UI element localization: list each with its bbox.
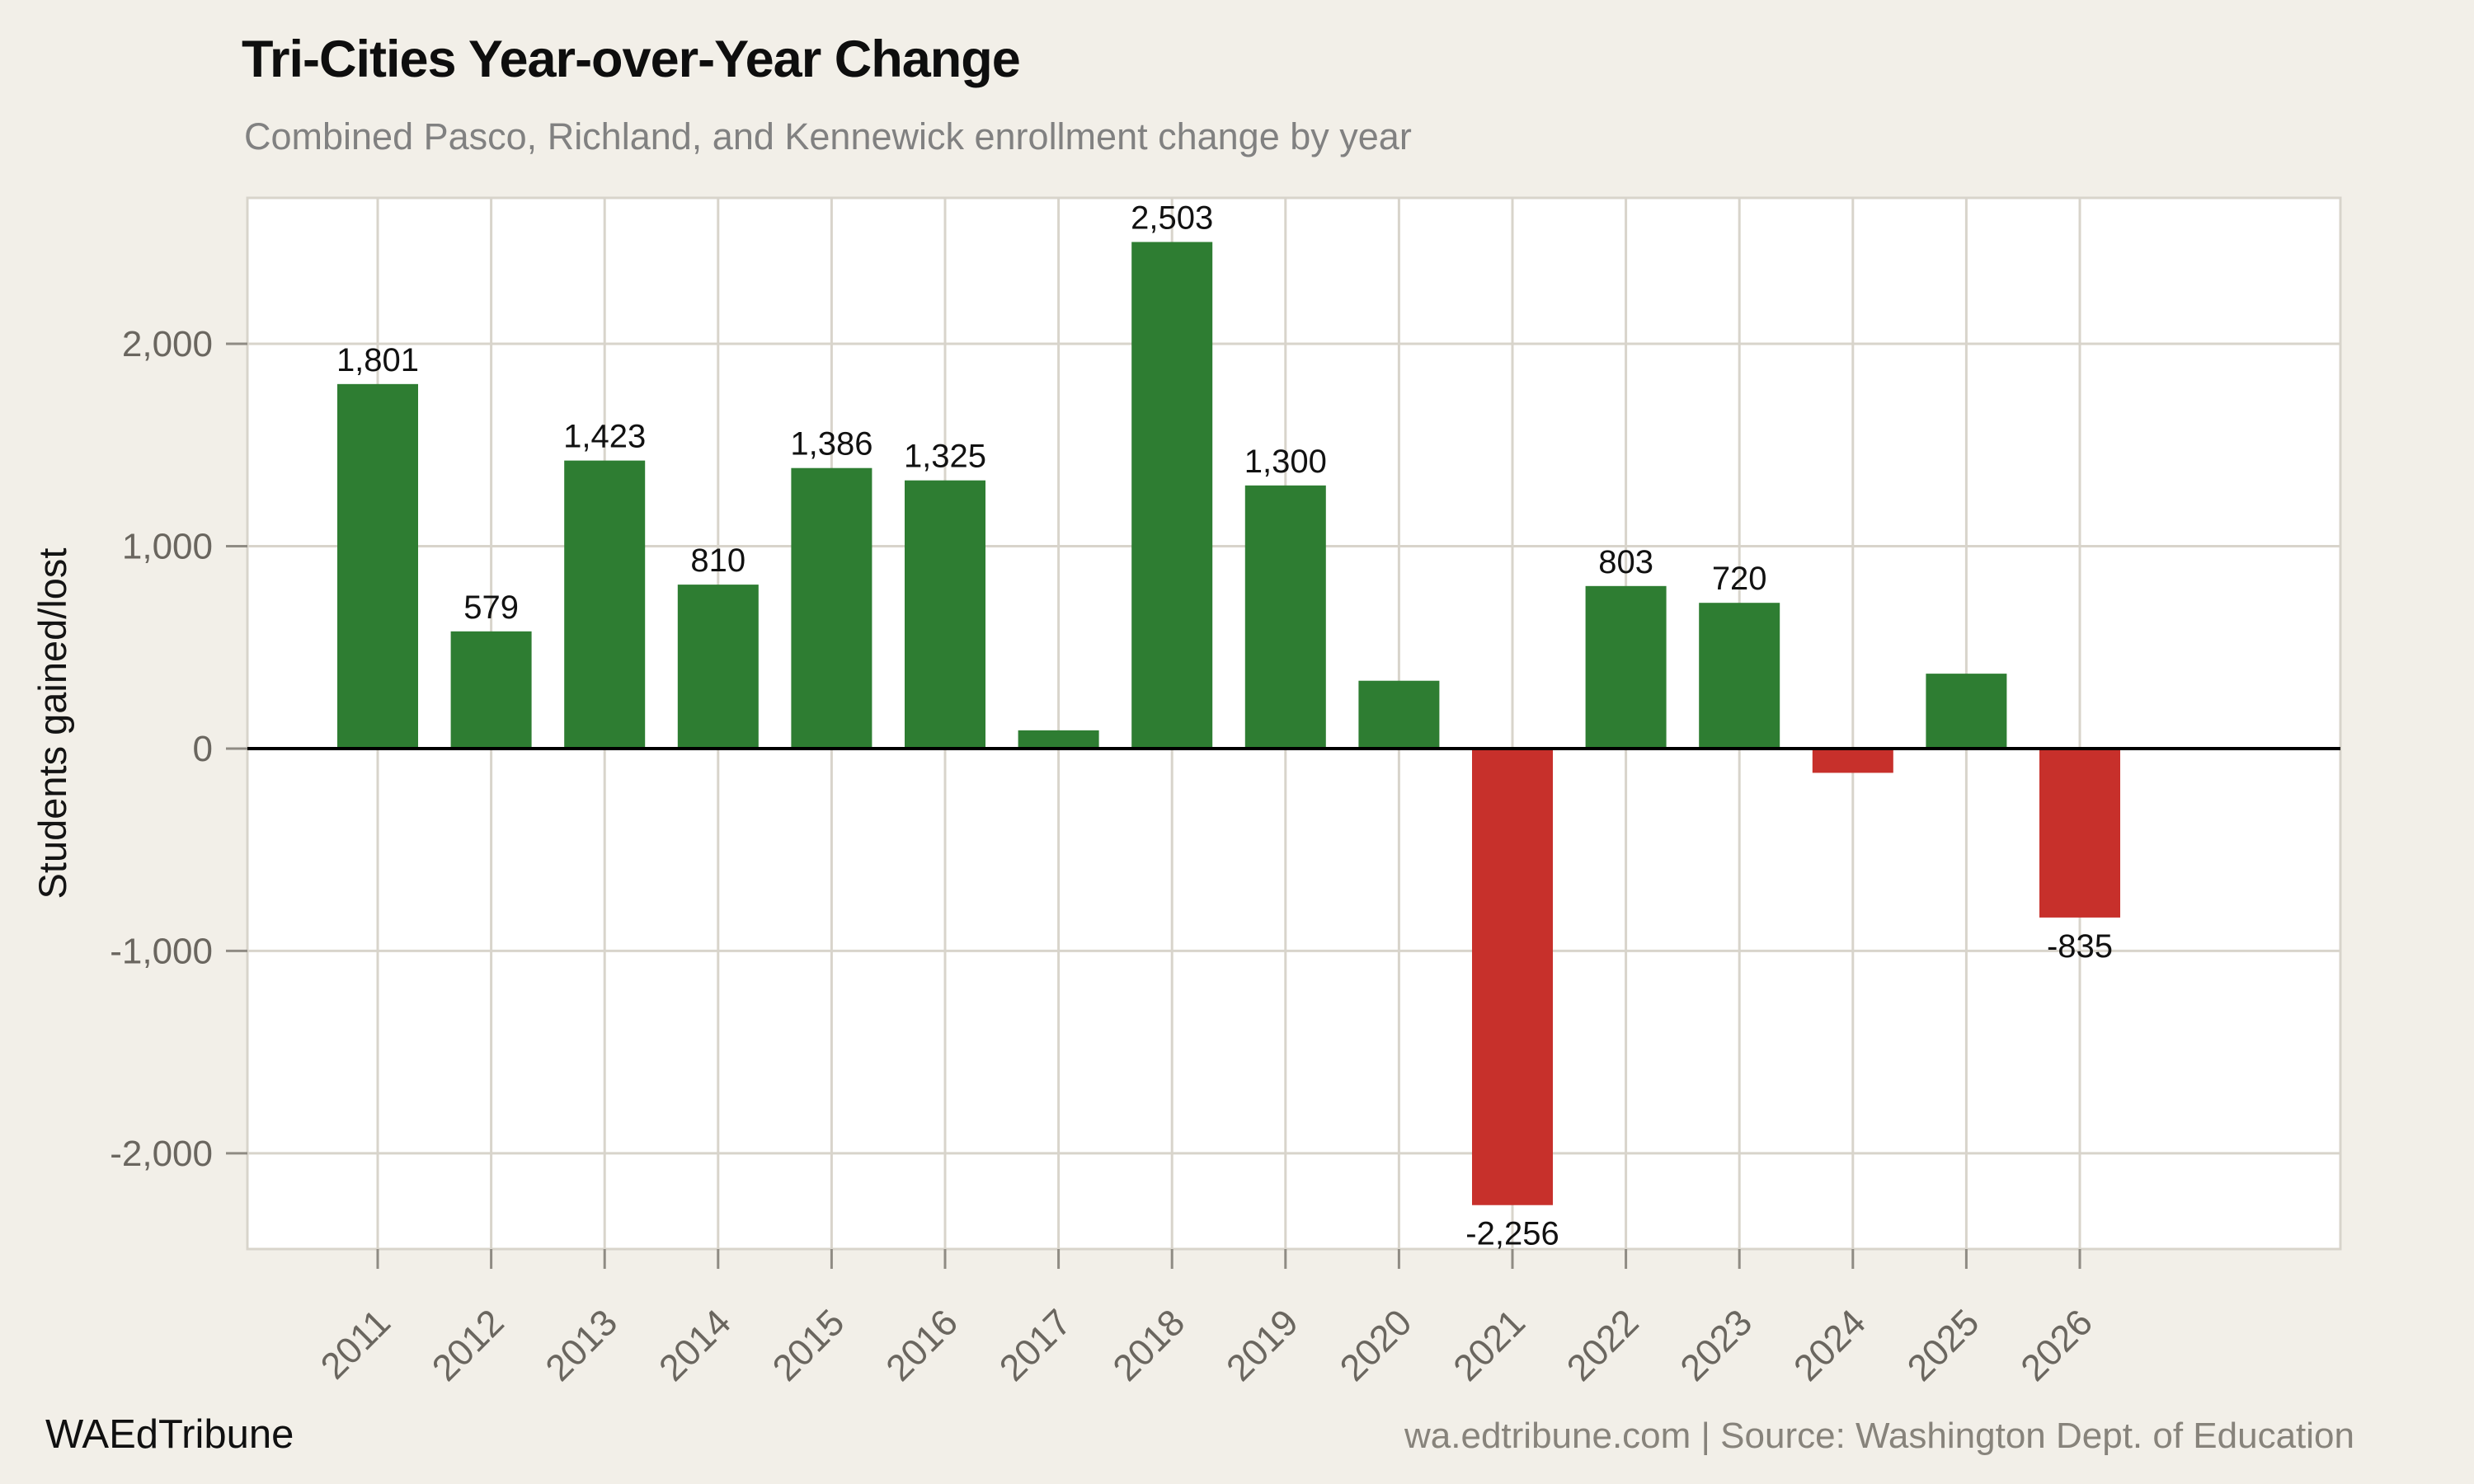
bar-label-2011: 1,801	[336, 342, 419, 378]
bar-2011	[337, 383, 418, 749]
bar-label-2013: 1,423	[563, 419, 646, 455]
bar-2012	[450, 631, 532, 749]
x-tick-label-2013: 2013	[537, 1301, 625, 1389]
bar-label-2019: 1,300	[1244, 444, 1327, 480]
bar-2025	[1926, 674, 2007, 749]
y-tick-label-1000: 1,000	[122, 526, 213, 566]
bar-label-2016: 1,325	[904, 439, 986, 475]
x-tick-label-2020: 2020	[1332, 1301, 1420, 1389]
y-tick-label-0: 0	[193, 729, 213, 769]
source-attribution: wa.edtribune.com | Source: Washington De…	[1404, 1416, 2354, 1456]
x-tick-label-2018: 2018	[1104, 1301, 1192, 1389]
bar-label-2015: 1,386	[790, 426, 872, 463]
bar-2022	[1585, 585, 1667, 749]
bar-2019	[1244, 485, 1326, 749]
x-tick-label-2023: 2023	[1672, 1301, 1760, 1389]
bar-label-2022: 803	[1598, 544, 1653, 580]
x-tick-label-2014: 2014	[651, 1301, 739, 1389]
x-tick-label-2011: 2011	[313, 1301, 398, 1387]
y-tick-label--1000: -1,000	[110, 931, 213, 971]
bar-2018	[1131, 242, 1213, 749]
x-tick-label-2017: 2017	[991, 1301, 1079, 1389]
bar-2016	[905, 480, 985, 749]
x-tick-label-2019: 2019	[1218, 1301, 1306, 1389]
bar-label-2023: 720	[1712, 561, 1767, 597]
bar-2026	[2039, 748, 2120, 918]
bar-label-2014: 810	[690, 542, 745, 579]
bar-2020	[1358, 680, 1440, 749]
bar-2017	[1018, 730, 1099, 749]
x-tick-label-2026: 2026	[2012, 1301, 2100, 1389]
y-tick-label-2000: 2,000	[122, 324, 213, 364]
x-tick-label-2022: 2022	[1559, 1301, 1647, 1389]
bar-2023	[1699, 603, 1780, 749]
bar-label-2026: -835	[2047, 928, 2113, 965]
brand-logo-text: WAEdTribune	[45, 1412, 294, 1457]
bar-label-2021: -2,256	[1465, 1216, 1559, 1252]
y-tick-label--2000: -2,000	[110, 1134, 213, 1174]
bar-2013	[564, 460, 646, 749]
bar-2024	[1812, 748, 1893, 773]
bar-label-2012: 579	[463, 589, 519, 626]
x-tick-label-2016: 2016	[877, 1301, 966, 1389]
bar-2021	[1472, 748, 1553, 1205]
bar-2015	[791, 467, 872, 749]
y-axis-title: Students gained/lost	[31, 548, 74, 899]
bar-label-2018: 2,503	[1131, 200, 1213, 237]
x-tick-label-2015: 2015	[764, 1301, 853, 1389]
bar-2014	[677, 585, 759, 749]
x-tick-label-2025: 2025	[1899, 1301, 1987, 1389]
page-subtitle: Combined Pasco, Richland, and Kennewick …	[244, 115, 1412, 157]
x-tick-label-2021: 2021	[1445, 1301, 1533, 1389]
x-tick-label-2024: 2024	[1785, 1301, 1874, 1389]
x-tick-label-2012: 2012	[424, 1301, 512, 1389]
page-title: Tri-Cities Year-over-Year Change	[242, 31, 1021, 88]
